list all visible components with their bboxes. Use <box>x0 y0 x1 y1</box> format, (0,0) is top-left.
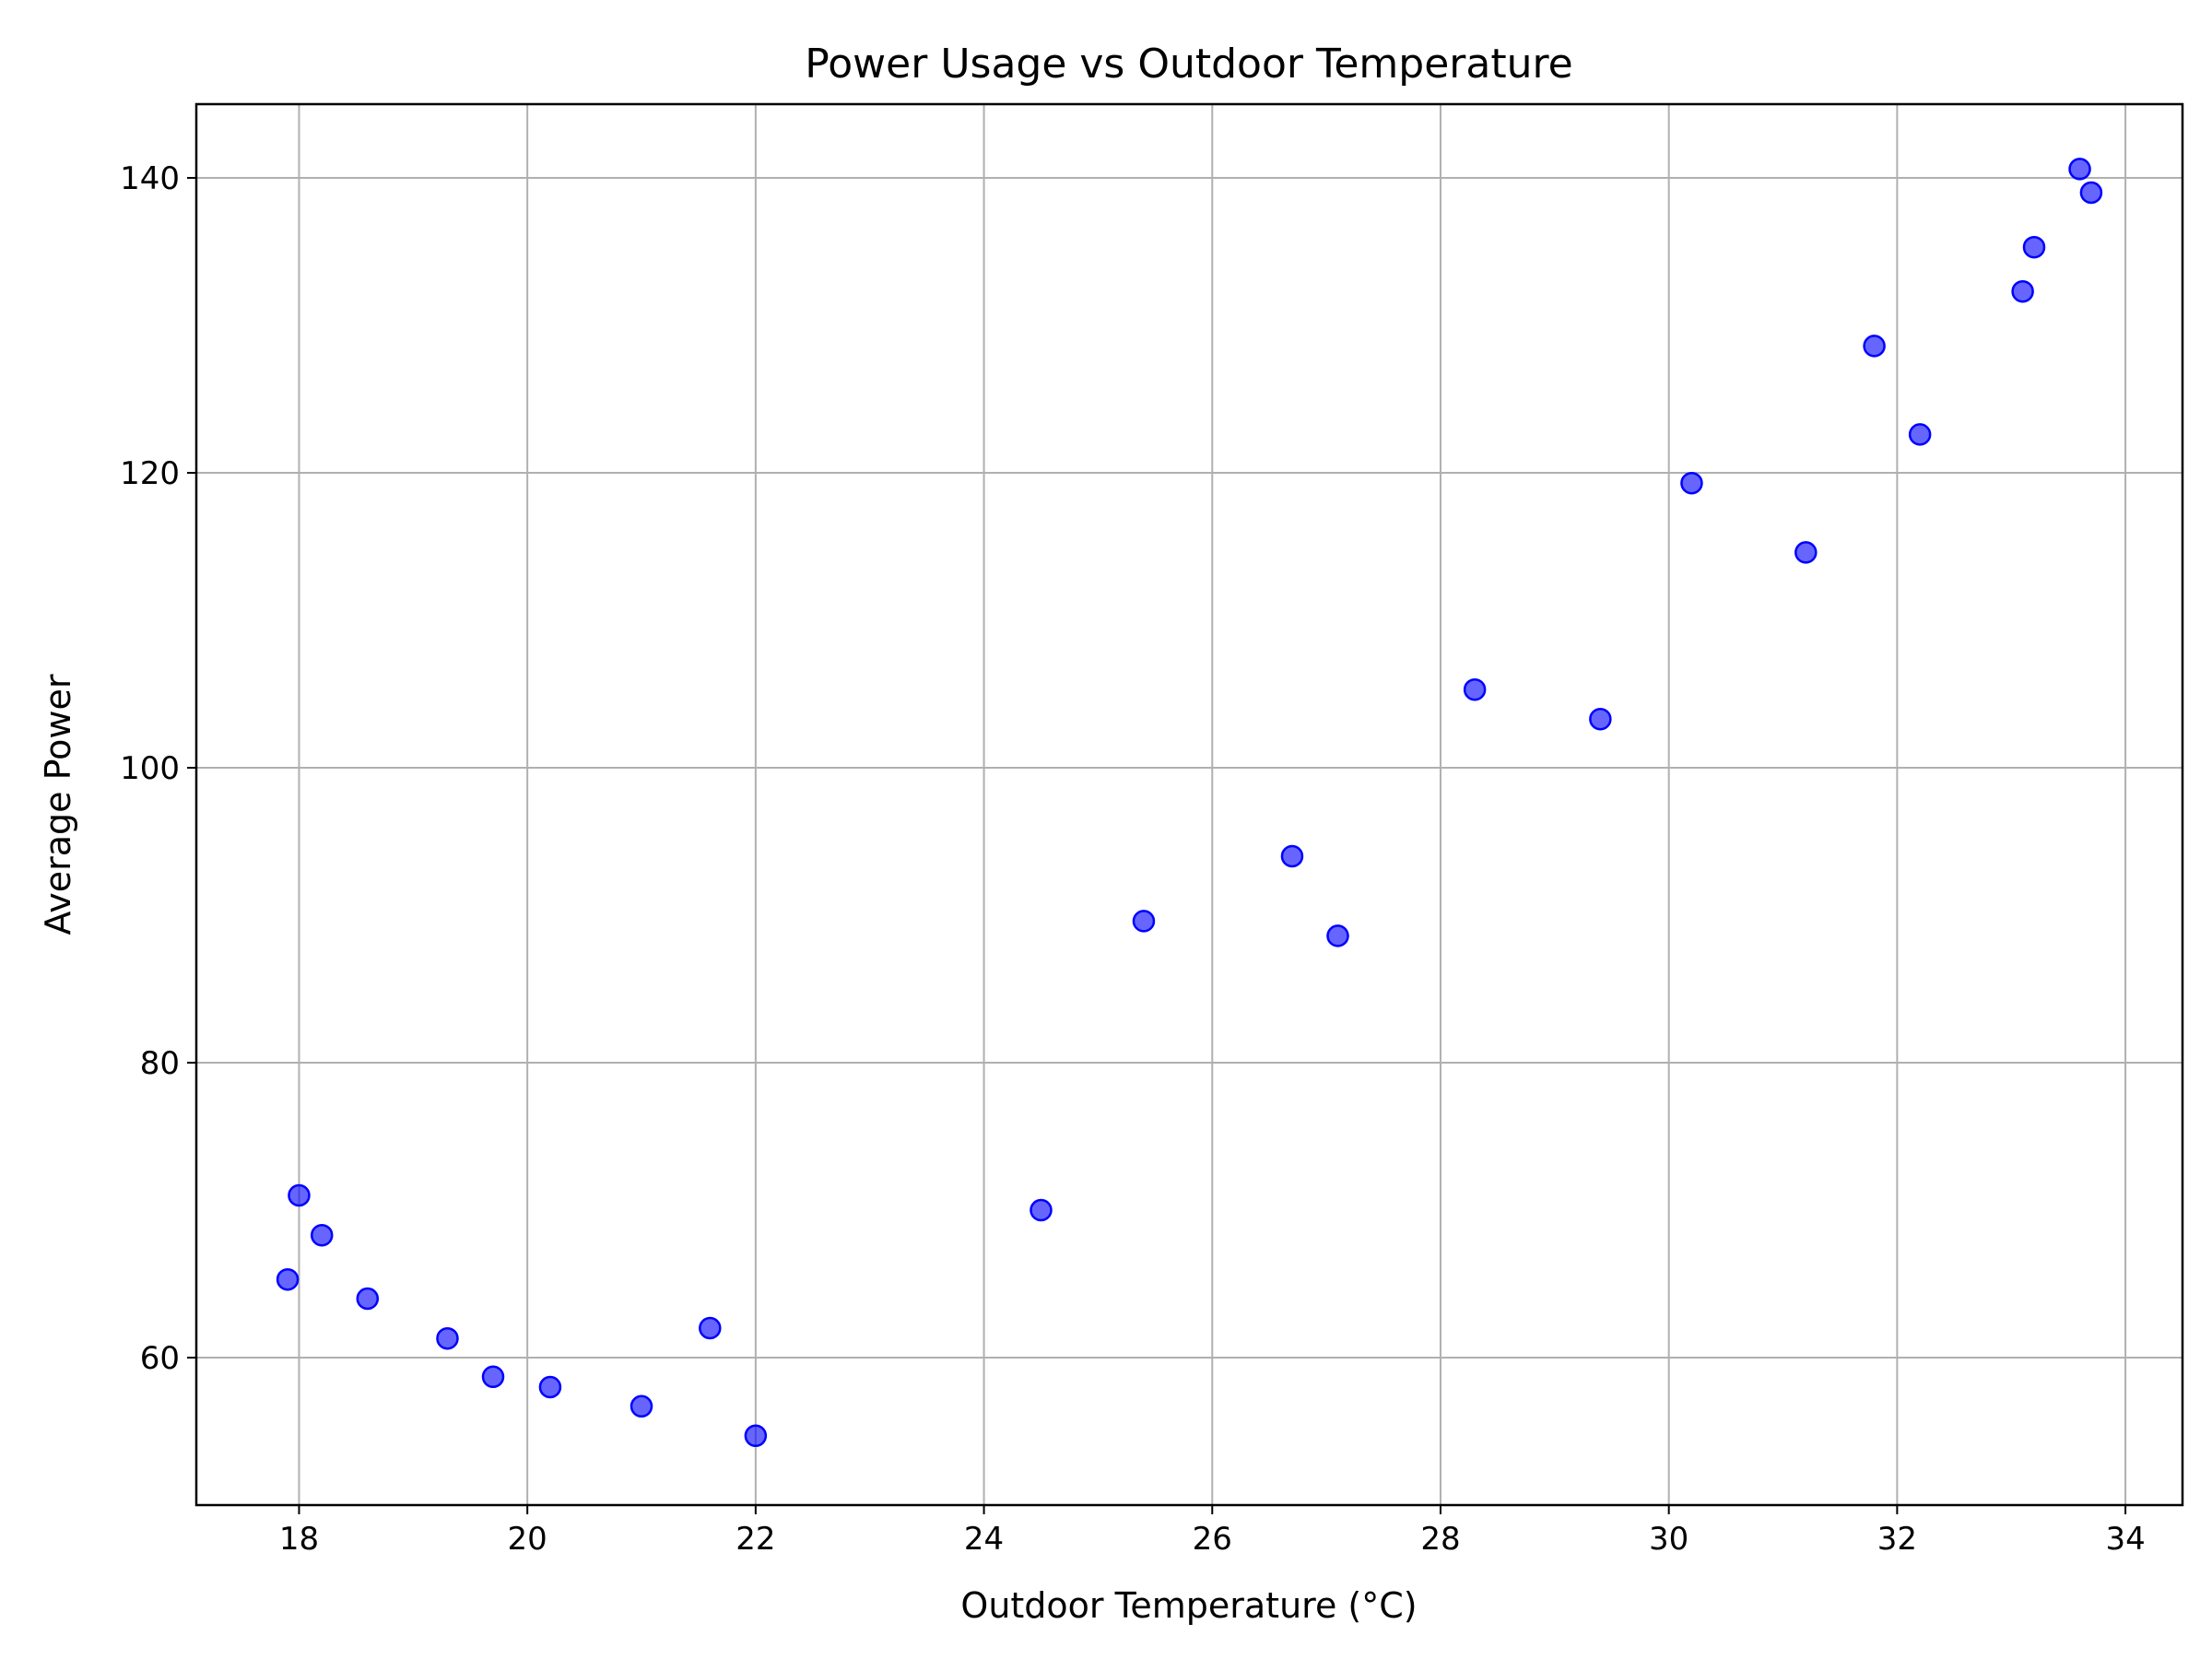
plot-frame <box>194 102 2184 1507</box>
data-point <box>2068 158 2091 181</box>
axis-ticks: 18 20 22 24 26 28 30 32 34 60 80 100 120 140 <box>120 160 2146 1558</box>
data-point <box>629 1394 653 1418</box>
x-tick-label: 28 <box>1420 1521 1460 1558</box>
data-point <box>1326 924 1349 947</box>
data-points <box>276 158 2103 1448</box>
x-tick-label: 30 <box>1649 1521 1688 1558</box>
data-point <box>1280 844 1304 868</box>
data-point <box>481 1365 505 1389</box>
data-point <box>1863 335 1886 358</box>
grid-lines <box>196 104 2183 1505</box>
y-tick-label: 60 <box>140 1340 180 1377</box>
y-tick-label: 120 <box>120 455 180 492</box>
x-tick-label: 22 <box>735 1521 775 1558</box>
y-tick-label: 140 <box>120 160 180 197</box>
data-point <box>1908 423 1932 446</box>
data-point <box>744 1424 768 1448</box>
data-point <box>1589 707 1612 731</box>
y-axis-label: Average Power <box>38 674 78 935</box>
x-tick-label: 20 <box>508 1521 547 1558</box>
data-point <box>2079 181 2103 205</box>
data-point <box>1463 677 1487 701</box>
data-point <box>1680 471 1703 495</box>
data-point <box>699 1316 722 1340</box>
chart-title: Power Usage vs Outdoor Temperature <box>805 41 1572 88</box>
data-point <box>1132 910 1156 933</box>
data-point <box>538 1375 562 1399</box>
x-tick-label: 32 <box>1877 1521 1917 1558</box>
y-tick-label: 100 <box>120 750 180 787</box>
data-point <box>2011 279 2034 303</box>
x-tick-label: 18 <box>279 1521 319 1558</box>
x-axis-label: Outdoor Temperature (°C) <box>960 1585 1417 1626</box>
data-point <box>356 1287 380 1311</box>
data-point <box>2022 235 2046 259</box>
data-point <box>288 1183 311 1207</box>
data-point <box>310 1223 334 1247</box>
x-tick-label: 24 <box>964 1521 1004 1558</box>
x-tick-label: 34 <box>2105 1521 2145 1558</box>
y-tick-label: 80 <box>140 1045 180 1082</box>
data-point <box>276 1267 300 1291</box>
x-tick-label: 26 <box>1193 1521 1232 1558</box>
data-point <box>1030 1198 1053 1222</box>
data-point <box>436 1326 459 1350</box>
data-point <box>1794 541 1818 564</box>
